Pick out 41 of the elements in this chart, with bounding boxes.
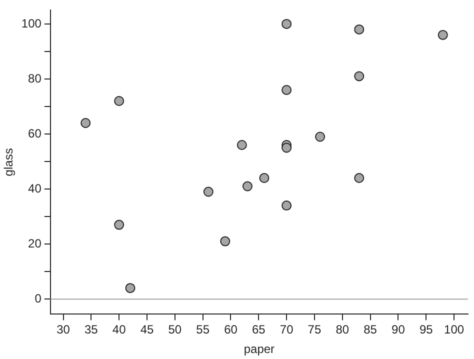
point [354, 71, 364, 82]
x-tick-label: 90 [392, 322, 406, 337]
x-tick-label: 40 [112, 322, 126, 337]
x-tick-label: 80 [336, 322, 350, 337]
y-tick-label: 0 [34, 291, 42, 306]
point [282, 18, 292, 29]
x-tick-label: 95 [419, 322, 434, 337]
point [282, 142, 292, 153]
point [220, 236, 230, 246]
point [354, 173, 364, 184]
y-tick-label: 40 [28, 181, 42, 196]
x-tick-label: 55 [196, 322, 210, 337]
x-tick-label: 35 [84, 322, 98, 337]
y-tick-label: 100 [21, 16, 42, 30]
point [354, 24, 364, 34]
point [438, 30, 448, 40]
x-tick-label: 100 [444, 322, 464, 337]
x-axis-title: paper [244, 342, 275, 356]
point [80, 118, 91, 128]
point [315, 132, 326, 142]
x-tick-label: 45 [140, 322, 154, 337]
point [259, 173, 270, 184]
point [236, 140, 247, 150]
point [125, 283, 136, 294]
point [114, 96, 124, 106]
point [114, 220, 124, 230]
point [203, 186, 214, 197]
point [242, 181, 252, 192]
point [282, 200, 292, 211]
x-tick-label: 50 [168, 322, 182, 337]
x-tick-label: 85 [364, 322, 378, 337]
y-tick-label: 80 [28, 71, 42, 86]
x-tick-label: 75 [308, 322, 322, 337]
x-tick-label: 70 [280, 322, 294, 337]
y-axis-title: glass [2, 148, 16, 176]
y-tick-label: 60 [28, 126, 42, 140]
x-tick-label: 60 [224, 322, 238, 337]
x-tick-label: 65 [252, 322, 266, 337]
x-tick-label: 30 [56, 322, 70, 337]
point [282, 84, 292, 95]
y-tick-label: 20 [28, 236, 42, 250]
